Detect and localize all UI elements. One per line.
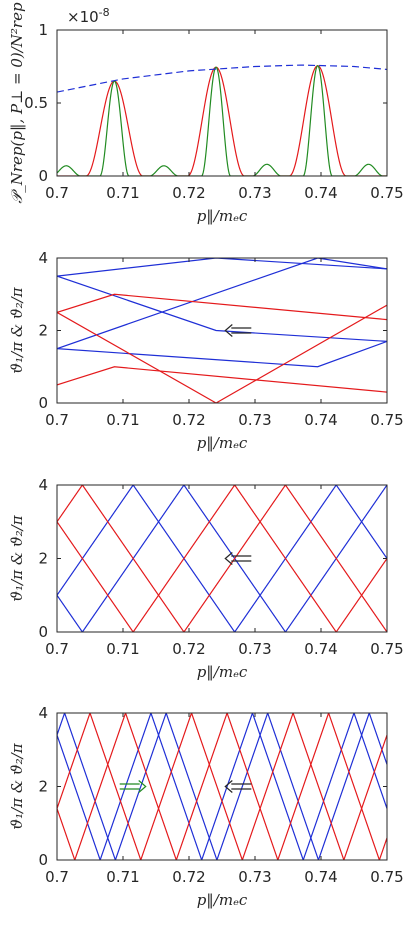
x-tick-label: 0.7 [45, 868, 69, 886]
plot-area-4 [57, 713, 387, 860]
x-tick-label: 0.75 [370, 640, 403, 658]
x-tick-label: 0.74 [304, 184, 337, 202]
series-line-1 [57, 713, 387, 860]
series-line-2 [57, 713, 387, 860]
series-line-5 [57, 293, 387, 321]
x-tick-label: 0.74 [304, 411, 337, 429]
y-tick-label: 0 [38, 394, 48, 412]
axes-box [56, 484, 388, 633]
panel-4: 0.7 0.71 0.72 0.73 0.74 0.75 0 2 4 p‖/mₑc ϑ₁/π & ϑ… [8, 704, 404, 909]
x-tick-label: 0.75 [370, 411, 403, 429]
x-axis-label: p‖/mₑc [197, 891, 248, 909]
y-tick-label: 0 [38, 623, 48, 641]
y-axis-label: 𝒫_Nrep(p‖, P⊥ = 0)/N²rep [8, 2, 26, 204]
y-axis-label: ϑ₁/π & ϑ₂/π [8, 742, 26, 829]
arrow-left-icon [224, 552, 252, 565]
x-tick-label: 0.74 [304, 640, 337, 658]
series-line-2 [57, 485, 387, 632]
x-tick-label: 0.72 [172, 640, 205, 658]
x-tick-label: 0.71 [106, 184, 139, 202]
x-tick-label: 0.72 [172, 411, 205, 429]
x-tick-label: 0.75 [370, 184, 403, 202]
x-tick-label: 0.73 [238, 184, 271, 202]
x-tick-label: 0.72 [172, 868, 205, 886]
series-line-7 [57, 366, 387, 393]
x-tick-label: 0.72 [172, 184, 205, 202]
series-line-4 [57, 340, 387, 368]
arrow-left-icon [224, 324, 252, 337]
y-tick-label: 4 [38, 476, 48, 494]
series-line-3 [57, 258, 387, 350]
x-tick-label: 0.7 [45, 184, 69, 202]
x-tick-label: 0.71 [106, 868, 139, 886]
series-line-3 [57, 64, 387, 93]
x-tick-label: 0.71 [106, 640, 139, 658]
x-tick-label: 0.71 [106, 411, 139, 429]
y-tick-label: 4 [38, 704, 48, 722]
panel-1: 0.7 0.71 0.72 0.73 0.74 0.75 0 0.5 1 ×10-8 p‖/mₑc 𝒫… [8, 2, 404, 225]
series-line-3 [57, 713, 387, 860]
x-tick-label: 0.74 [304, 868, 337, 886]
y-tick-label: 4 [38, 249, 48, 267]
x-tick-label: 0.75 [370, 868, 403, 886]
series-line-1 [57, 65, 387, 176]
y-tick-label: 0.5 [24, 94, 48, 112]
y-tick-label: 0 [38, 167, 48, 185]
axes-box [56, 712, 388, 861]
series-line-1 [57, 485, 387, 632]
series-line-1 [57, 258, 387, 277]
plot-area-2 [57, 258, 387, 403]
series-line-6 [57, 304, 387, 403]
x-tick-label: 0.73 [238, 411, 271, 429]
panel-2: 0.7 0.71 0.72 0.73 0.74 0.75 0 2 4 p‖/mₑc ϑ₁/π & ϑ… [8, 249, 404, 452]
x-tick-label: 0.73 [238, 640, 271, 658]
plot-area-3 [57, 485, 387, 632]
x-tick-label: 0.7 [45, 640, 69, 658]
y-exponent-label: ×10-8 [67, 6, 110, 26]
y-tick-label: 2 [38, 550, 48, 568]
y-tick-label: 1 [38, 21, 48, 39]
x-axis-label: p‖/mₑc [197, 207, 248, 225]
arrow-left-icon [224, 780, 252, 793]
plot-area-1 [57, 64, 387, 176]
y-tick-label: 0 [38, 851, 48, 869]
x-tick-label: 0.7 [45, 411, 69, 429]
arrow-right-icon [119, 780, 147, 793]
panel-3: 0.7 0.71 0.72 0.73 0.74 0.75 0 2 4 p‖/mₑc ϑ₁/π & ϑ… [8, 476, 404, 681]
y-tick-label: 2 [38, 778, 48, 796]
y-tick-label: 2 [38, 322, 48, 340]
series-line-4 [57, 713, 387, 860]
x-axis-label: p‖/mₑc [197, 663, 248, 681]
y-axis-label: ϑ₁/π & ϑ₂/π [8, 286, 26, 373]
series-line-3 [57, 485, 387, 632]
y-axis-label: ϑ₁/π & ϑ₂/π [8, 514, 26, 601]
x-tick-label: 0.73 [238, 868, 271, 886]
series-line-4 [57, 485, 387, 632]
x-axis-label: p‖/mₑc [197, 434, 248, 452]
